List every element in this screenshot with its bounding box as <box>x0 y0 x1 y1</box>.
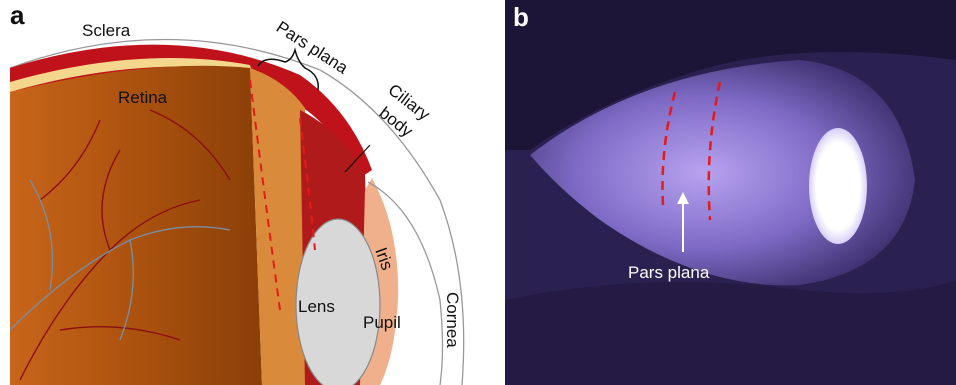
label-pars-plana: Pars plana <box>628 263 710 282</box>
pupil-glow <box>809 128 867 244</box>
label-lens: Lens <box>298 297 335 316</box>
page: {"panels": [ {"label": "a", "labels": {"… <box>0 0 956 385</box>
label-pupil: Pupil <box>363 313 401 332</box>
panel-label: a <box>10 0 25 30</box>
label-retina: Retina <box>118 88 168 107</box>
panel-a: a Sclera Retina Pars plana Ciliary body … <box>10 0 464 385</box>
label-sclera: Sclera <box>82 21 131 40</box>
retina <box>10 66 262 385</box>
panel-b: b Pars plana <box>505 0 956 385</box>
label-cornea: Cornea <box>443 292 462 348</box>
panel-label: b <box>513 2 529 32</box>
lower-lid <box>505 280 956 385</box>
figure: a Sclera Retina Pars plana Ciliary body … <box>0 0 956 385</box>
